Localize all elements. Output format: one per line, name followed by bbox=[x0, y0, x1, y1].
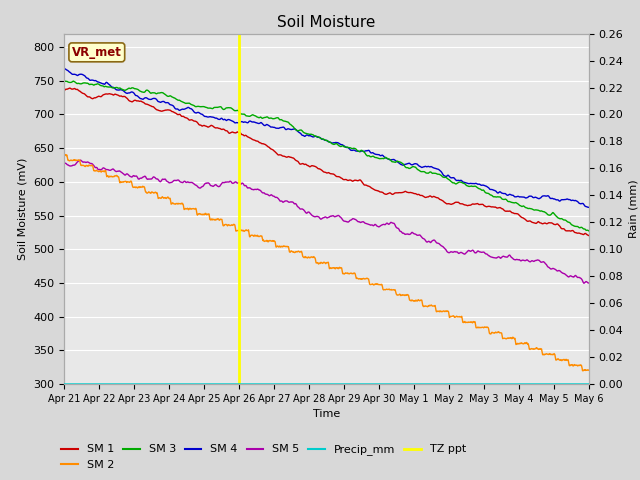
SM 4 bbox=[122, 90, 130, 96]
Legend: SM 1, SM 2, SM 3, SM 4, SM 5, Precip_mm, TZ ppt: SM 1, SM 2, SM 3, SM 4, SM 5, Precip_mm,… bbox=[57, 440, 470, 474]
Line: SM 1: SM 1 bbox=[64, 88, 589, 236]
SM 4 bbox=[60, 66, 68, 72]
SM 5 bbox=[303, 210, 311, 216]
SM 1 bbox=[122, 95, 130, 100]
SM 3 bbox=[359, 148, 367, 154]
SM 5 bbox=[60, 160, 68, 166]
SM 2 bbox=[283, 243, 291, 249]
SM 3 bbox=[283, 119, 291, 124]
Line: SM 2: SM 2 bbox=[64, 154, 589, 371]
SM 4 bbox=[585, 204, 593, 210]
Line: SM 5: SM 5 bbox=[64, 160, 589, 283]
SM 4 bbox=[359, 148, 367, 154]
SM 4 bbox=[283, 127, 291, 132]
X-axis label: Time: Time bbox=[313, 409, 340, 419]
SM 5 bbox=[294, 204, 301, 210]
Precip_mm bbox=[122, 381, 130, 387]
SM 2 bbox=[579, 368, 587, 373]
SM 1 bbox=[585, 233, 593, 239]
SM 5 bbox=[122, 171, 130, 177]
Y-axis label: Soil Moisture (mV): Soil Moisture (mV) bbox=[17, 157, 28, 260]
SM 5 bbox=[77, 157, 84, 163]
SM 2 bbox=[359, 276, 367, 282]
SM 5 bbox=[283, 198, 291, 204]
SM 4 bbox=[294, 128, 301, 134]
Precip_mm bbox=[303, 381, 311, 387]
SM 2 bbox=[122, 179, 130, 184]
Precip_mm bbox=[359, 381, 367, 387]
SM 4 bbox=[100, 81, 108, 87]
SM 2 bbox=[303, 254, 311, 260]
Precip_mm bbox=[100, 381, 108, 387]
SM 5 bbox=[585, 280, 593, 286]
SM 2 bbox=[60, 151, 68, 157]
SM 3 bbox=[303, 131, 311, 137]
SM 1 bbox=[66, 85, 74, 91]
Precip_mm bbox=[294, 381, 301, 387]
Precip_mm bbox=[60, 381, 68, 387]
Y-axis label: Rain (mm): Rain (mm) bbox=[629, 180, 639, 238]
SM 1 bbox=[294, 158, 301, 164]
SM 3 bbox=[294, 128, 301, 133]
SM 1 bbox=[60, 88, 68, 94]
Precip_mm bbox=[585, 381, 593, 387]
SM 2 bbox=[294, 249, 301, 254]
Line: SM 3: SM 3 bbox=[64, 81, 589, 231]
Title: Soil Moisture: Soil Moisture bbox=[277, 15, 376, 30]
SM 3 bbox=[100, 84, 108, 90]
Text: VR_met: VR_met bbox=[72, 46, 122, 59]
SM 2 bbox=[585, 367, 593, 373]
SM 5 bbox=[359, 219, 367, 225]
SM 2 bbox=[100, 168, 108, 174]
Precip_mm bbox=[283, 381, 291, 387]
SM 1 bbox=[303, 163, 311, 168]
SM 1 bbox=[359, 180, 367, 186]
SM 1 bbox=[283, 154, 291, 160]
SM 1 bbox=[101, 91, 109, 97]
SM 5 bbox=[101, 166, 109, 172]
SM 3 bbox=[60, 78, 68, 84]
Line: SM 4: SM 4 bbox=[64, 69, 589, 207]
SM 3 bbox=[122, 87, 130, 93]
SM 5 bbox=[580, 280, 588, 286]
SM 4 bbox=[584, 204, 592, 210]
SM 3 bbox=[585, 228, 593, 234]
SM 4 bbox=[303, 132, 311, 138]
